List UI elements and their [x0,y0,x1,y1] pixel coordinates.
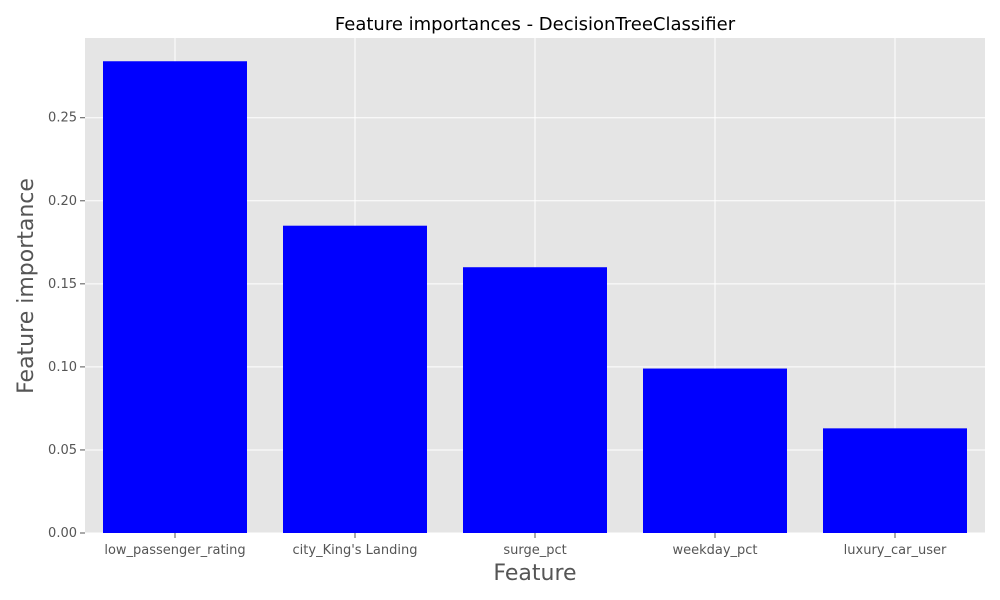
y-tick-label: 0.00 [48,526,77,541]
y-tick-label: 0.25 [48,111,77,126]
x-axis-label: Feature [493,561,576,586]
bars [103,61,967,533]
x-tick-label: weekday_pct [672,543,757,558]
x-axis-ticks: low_passenger_rating city_King's Landing s… [104,533,947,558]
bar-4 [823,428,967,533]
y-axis-ticks: 0.00 0.05 0.10 0.15 0.20 0.25 [48,111,85,541]
bar-2 [463,267,607,533]
x-tick-label: low_passenger_rating [104,543,245,558]
x-tick-label: surge_pct [503,543,566,558]
x-tick-label: city_King's Landing [293,543,418,558]
y-tick-label: 0.10 [48,360,77,375]
y-tick-label: 0.15 [48,277,77,292]
bar-3 [643,368,787,533]
y-tick-label: 0.05 [48,443,77,458]
bar-0 [103,61,247,533]
y-axis-label: Feature importance [14,178,39,394]
bar-1 [283,225,427,533]
chart-title: Feature importances - DecisionTreeClassi… [335,14,736,35]
x-tick-label: luxury_car_user [844,543,947,558]
y-tick-label: 0.20 [48,194,77,209]
